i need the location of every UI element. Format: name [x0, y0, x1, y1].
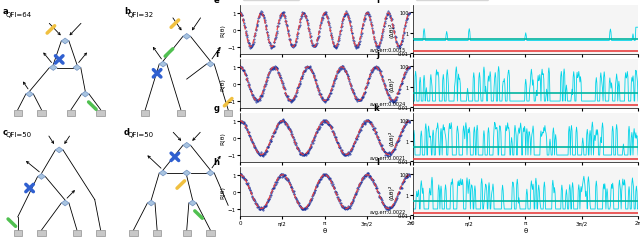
Polygon shape	[207, 62, 214, 68]
Bar	[182, 230, 191, 236]
Polygon shape	[207, 170, 214, 176]
Bar	[224, 110, 232, 116]
Legend: GT, Inferred: GT, Inferred	[243, 0, 300, 1]
Text: QFI=50: QFI=50	[6, 132, 32, 138]
X-axis label: θ: θ	[524, 227, 527, 233]
Y-axis label: (Δθ)²: (Δθ)²	[389, 23, 395, 38]
Text: avg.err:0.0021: avg.err:0.0021	[370, 155, 406, 160]
Polygon shape	[55, 148, 63, 153]
Y-axis label: (Δθ)²: (Δθ)²	[389, 184, 395, 200]
Bar	[97, 110, 105, 116]
Bar	[206, 230, 214, 236]
Polygon shape	[61, 39, 69, 45]
Text: f: f	[216, 50, 220, 59]
Text: j: j	[376, 50, 379, 59]
Y-axis label: (Δθ)²: (Δθ)²	[389, 77, 395, 92]
Polygon shape	[183, 170, 191, 176]
Polygon shape	[159, 62, 167, 68]
Text: QFI=32: QFI=32	[127, 12, 154, 18]
Polygon shape	[49, 65, 57, 71]
Text: avg.err:0.0015: avg.err:0.0015	[370, 48, 406, 52]
Y-axis label: R(θ): R(θ)	[220, 186, 225, 198]
Polygon shape	[73, 65, 81, 71]
Text: k: k	[373, 104, 379, 113]
Text: l: l	[376, 158, 379, 166]
Bar	[129, 230, 138, 236]
Polygon shape	[26, 92, 33, 98]
Bar	[13, 110, 22, 116]
Text: b: b	[124, 7, 130, 16]
Text: d: d	[124, 127, 130, 136]
Bar	[67, 110, 75, 116]
Text: QFI=50: QFI=50	[127, 132, 154, 138]
Bar	[37, 110, 45, 116]
Text: h: h	[214, 158, 220, 166]
Bar	[97, 230, 105, 236]
Y-axis label: R(θ): R(θ)	[220, 24, 225, 37]
Polygon shape	[189, 200, 196, 206]
Bar	[73, 230, 81, 236]
Polygon shape	[38, 174, 45, 180]
Polygon shape	[183, 143, 191, 148]
Polygon shape	[159, 170, 167, 176]
Text: g: g	[214, 104, 220, 113]
Text: QFI=64: QFI=64	[6, 12, 32, 18]
Bar	[141, 110, 149, 116]
Text: e: e	[214, 0, 220, 5]
Polygon shape	[183, 34, 191, 40]
X-axis label: θ: θ	[323, 227, 327, 233]
Bar	[13, 230, 22, 236]
Polygon shape	[61, 200, 69, 206]
Text: i: i	[376, 0, 379, 5]
Text: c: c	[3, 127, 8, 136]
Y-axis label: R(θ): R(θ)	[220, 132, 225, 144]
Polygon shape	[81, 92, 89, 98]
Y-axis label: (Δθ)²: (Δθ)²	[389, 130, 395, 146]
Legend: $\langle\Delta\theta\rangle^2$, SQL, HL: $\langle\Delta\theta\rangle^2$, SQL, HL	[415, 0, 488, 1]
Bar	[177, 110, 185, 116]
Bar	[37, 230, 45, 236]
Polygon shape	[147, 200, 155, 206]
Text: avg.err:0.0022: avg.err:0.0022	[370, 209, 406, 214]
Text: a: a	[3, 7, 8, 16]
Bar	[153, 230, 161, 236]
Y-axis label: R(θ): R(θ)	[220, 78, 225, 91]
Text: avg.err:0.0024: avg.err:0.0024	[370, 101, 406, 106]
